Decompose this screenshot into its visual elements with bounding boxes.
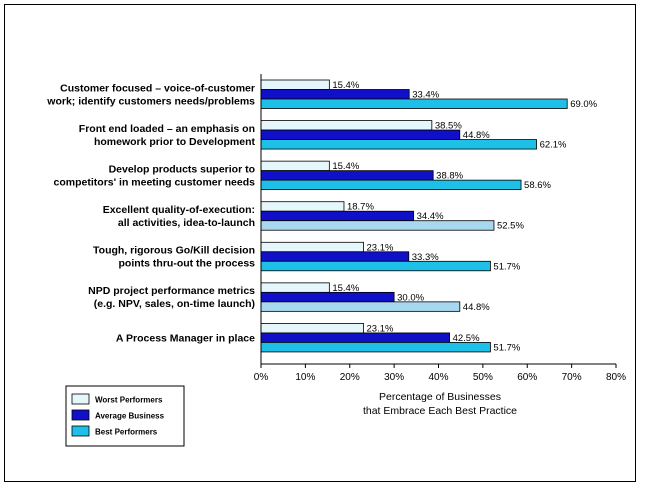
category-label: (e.g. NPV, sales, on-time launch) — [94, 298, 255, 310]
legend-swatch — [71, 393, 90, 405]
category-label: Develop products superior to — [109, 163, 255, 175]
data-label: 69.0% — [570, 99, 597, 110]
data-label: 18.7% — [347, 202, 374, 213]
data-label: 23.1% — [367, 242, 394, 253]
legend-swatch — [71, 425, 90, 437]
category-label: A Process Manager in place — [116, 333, 255, 345]
data-label: 15.4% — [332, 283, 359, 294]
data-label: 44.8% — [463, 130, 490, 141]
bar-best-performers — [260, 342, 491, 353]
category-label: all activities, idea-to-launch — [118, 217, 255, 229]
legend-swatch — [71, 409, 90, 421]
bar-worst-performers — [260, 120, 433, 131]
category-label: homework prior to Development — [94, 136, 256, 148]
category-label: Front end loaded – an emphasis on — [79, 123, 255, 135]
bar-worst-performers — [260, 201, 345, 212]
x-tick-label: 40% — [428, 372, 448, 383]
legend-label: Worst Performers — [95, 396, 163, 405]
data-label: 51.7% — [493, 261, 520, 272]
category-label: competitors' in meeting customer needs — [54, 176, 256, 188]
bar-best-performers — [260, 139, 537, 150]
x-axis-title: that Embrace Each Best Practice — [363, 405, 517, 417]
x-tick-label: 80% — [606, 372, 626, 383]
bar-best-performers — [260, 301, 461, 312]
data-label: 15.4% — [332, 80, 359, 91]
bar-average-business — [260, 89, 410, 100]
x-axis-title: Percentage of Businesses — [379, 391, 501, 403]
x-tick-label: 70% — [562, 372, 582, 383]
x-tick-label: 30% — [384, 372, 404, 383]
data-label: 34.4% — [417, 211, 444, 222]
x-tick-label: 0% — [254, 372, 269, 383]
data-label: 38.8% — [436, 171, 463, 182]
bar-worst-performers — [260, 323, 364, 334]
bar-average-business — [260, 332, 450, 343]
bar-average-business — [260, 129, 461, 140]
category-label: Tough, rigorous Go/Kill decision — [93, 245, 255, 257]
bar-worst-performers — [260, 160, 330, 172]
bar-average-business — [260, 170, 434, 181]
data-label: 44.8% — [463, 302, 490, 313]
data-label: 15.4% — [332, 161, 359, 172]
bar-best-performers — [260, 98, 568, 109]
data-label: 58.6% — [524, 180, 551, 191]
data-label: 30.0% — [397, 292, 424, 303]
bar-worst-performers — [260, 79, 330, 90]
bar-average-business — [260, 210, 415, 222]
legend-label: Best Performers — [95, 428, 158, 437]
data-label: 52.5% — [497, 221, 524, 232]
data-label: 23.1% — [367, 323, 394, 334]
bar-best-performers — [260, 179, 522, 191]
x-tick-label: 60% — [517, 372, 537, 383]
category-label: NPD project performance metrics — [88, 285, 255, 297]
category-label: Customer focused – voice-of-customer — [60, 82, 255, 94]
bar-worst-performers — [260, 282, 330, 293]
data-label: 51.7% — [493, 342, 520, 353]
legend-label: Average Business — [95, 412, 165, 421]
bar-worst-performers — [260, 241, 364, 253]
bar-average-business — [260, 251, 410, 262]
category-label: Excellent quality-of-execution: — [103, 204, 255, 216]
bar-best-performers — [260, 260, 491, 272]
category-label: points thru-out the process — [119, 258, 256, 270]
category-label: work; identify customers needs/problems — [46, 95, 255, 107]
data-label: 62.1% — [540, 140, 567, 151]
data-label: 33.3% — [412, 252, 439, 263]
x-tick-label: 10% — [295, 372, 315, 383]
x-tick-label: 50% — [473, 372, 493, 383]
bar-average-business — [260, 291, 395, 303]
bar-best-performers — [260, 220, 495, 231]
x-tick-label: 20% — [340, 372, 360, 383]
data-label: 42.5% — [453, 333, 480, 344]
data-label: 38.5% — [435, 121, 462, 132]
data-label: 33.4% — [412, 90, 439, 101]
